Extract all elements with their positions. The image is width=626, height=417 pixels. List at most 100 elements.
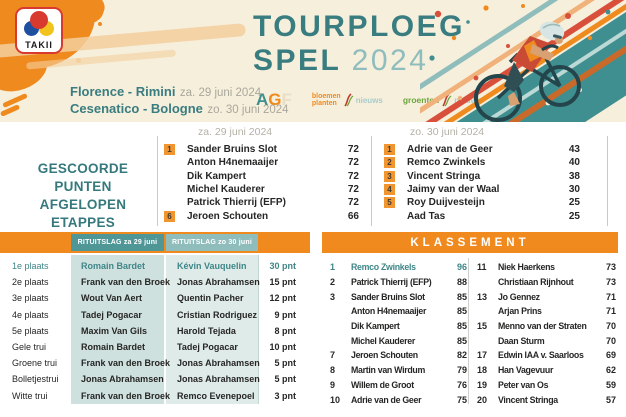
result-rider-stage1: Maxim Van Gils: [81, 325, 148, 336]
klassement-points: 62: [605, 365, 616, 376]
klassement-row: 8 Martin van Wirdum 79: [330, 363, 467, 378]
klassement-points: 96: [456, 262, 467, 273]
title-year: 2024: [351, 44, 429, 77]
klassement-points: 59: [605, 379, 616, 390]
rider-name: Aad Tas: [407, 210, 446, 222]
paint-dot: [76, 58, 81, 63]
rider-name: Adrie van de Geer: [407, 144, 493, 156]
rider-name: Remco Zwinkels: [407, 157, 486, 169]
klassement-row: Dik Kampert 85: [330, 319, 467, 334]
result-rider-stage1: Romain Bardet: [81, 261, 146, 272]
rider-name: Patrick Thierrij (EFP): [187, 197, 286, 209]
klassement-name: Edwin IAA v. Saarloos: [498, 350, 584, 361]
klassement-name: Michel Kauderer: [351, 335, 415, 346]
stage-line-2: Cesenatico - Bologne zo. 30 juni 2024: [70, 101, 289, 118]
klassement-points: 82: [456, 350, 467, 361]
klassement-name: Peter van Os: [498, 379, 549, 390]
title-word: SPEL: [253, 44, 341, 77]
results-row: Gele trui Romain Bardet Tadej Pogacar 10 pn…: [0, 339, 310, 355]
rider-points: 72: [347, 157, 359, 169]
klassement-rank: 15: [477, 321, 488, 332]
results-header-stage1: RITUITSLAG za 29 juni: [71, 234, 164, 251]
result-points: 12 pnt: [269, 293, 296, 304]
rider-points: 40: [568, 157, 580, 169]
results-row: 5e plaats Maxim Van Gils Harold Tejada 8 pn…: [0, 323, 310, 339]
vertical-divider: [371, 136, 372, 226]
klassement-rank: 13: [477, 291, 488, 302]
agf-letter: F: [281, 90, 292, 109]
takii-logo: TAKII: [15, 7, 63, 54]
planten-word: planten: [311, 100, 337, 107]
result-label: Groene trui: [12, 358, 58, 369]
rank-badge: [164, 157, 175, 168]
stage-list: Florence - Rimini za. 29 juni 2024 Cesen…: [70, 84, 289, 118]
points-divider: [258, 255, 259, 404]
rider-name: Michel Kauderer: [187, 184, 265, 196]
rider-points: 72: [347, 184, 359, 196]
klassement-rank: 7: [330, 350, 336, 361]
bloemen-planten-text: bloemen planten: [312, 93, 341, 107]
rank-badge: [164, 197, 175, 208]
klassement-points: 70: [605, 321, 616, 332]
rider-name: Jeroen Schouten: [187, 210, 269, 222]
klassement-name: Remco Zwinkels: [351, 262, 416, 273]
klassement-row: 3 Sander Bruins Slot 85: [330, 289, 467, 304]
stage-score-row: Anton H4nemaaijer 72: [164, 156, 359, 169]
stage-score-row: Dik Kampert 72: [164, 170, 359, 183]
klassement-row: 7 Jeroen Schouten 82: [330, 348, 467, 363]
rank-badge: 6: [164, 210, 175, 222]
klassement-name: Adrie van de Geer: [351, 394, 422, 405]
klassement-name: Jo Gennez: [498, 291, 540, 302]
klassement-points: 79: [456, 365, 467, 376]
stage1-date-label: za. 29 juni 2024: [198, 126, 273, 138]
result-label: 1e plaats: [12, 261, 49, 272]
section-title-line2: AFGELOPEN ETAPPES: [39, 197, 127, 230]
result-points: 9 pnt: [274, 309, 297, 320]
partner-agf-logo: AGF: [256, 90, 292, 110]
takii-wordmark: TAKII: [25, 40, 53, 50]
klassement-row: Anton H4nemaaijer 85: [330, 304, 467, 319]
results-header-stage2: RITUITSLAG zo 30 juni: [166, 234, 258, 251]
klassement-points: 85: [456, 291, 467, 302]
result-rider-stage1: Frank van den Broek: [81, 390, 171, 401]
klassement-name: Martin van Wirdum: [351, 365, 425, 376]
klassement-name: Sander Bruins Slot: [351, 291, 425, 302]
klassement-row: Arjan Prins 71: [477, 304, 616, 319]
result-rider-stage1: Tadej Pogacar: [81, 309, 142, 320]
klassement-rank: 10: [330, 394, 341, 405]
rider-name: Dik Kampert: [187, 170, 246, 182]
klassement-rank: 1: [330, 262, 336, 273]
klassement-name: Anton H4nemaaijer: [351, 306, 427, 317]
result-points: 10 pnt: [269, 342, 296, 353]
agf-letter: G: [268, 90, 282, 109]
result-points: 15 pnt: [269, 277, 296, 288]
result-rider-stage1: Romain Bardet: [81, 342, 146, 353]
stage-score-row: 1 Sander Bruins Slot 72: [164, 143, 359, 156]
result-rider-stage1: Frank van den Broek: [81, 277, 171, 288]
results-row: 2e plaats Frank van den Broek Jonas Abraha…: [0, 274, 310, 290]
rider-name: Jaimy van der Waal: [407, 184, 500, 196]
result-label: 3e plaats: [12, 293, 49, 304]
klassement-row: 19 Peter van Os 59: [477, 378, 616, 393]
result-rider-stage2: Kévin Vauquelin: [177, 261, 247, 272]
klassement-points: 70: [605, 335, 616, 346]
klassement-points: 85: [456, 306, 467, 317]
results-row: Bolletjestrui Jonas Abrahamsen Jonas Abrah…: [0, 371, 310, 387]
results-row: 3e plaats Wout Van Aert Quentin Pacher 12 p…: [0, 290, 310, 306]
stage-route: Cesenatico - Bologne: [70, 101, 203, 116]
klassement-row: 9 Willem de Groot 76: [330, 378, 467, 393]
result-rider-stage2: Harold Tejada: [177, 325, 236, 336]
section-title-line1: GESCOORDE PUNTEN: [37, 161, 129, 194]
results-row: Witte trui Frank van den Broek Remco Evene…: [0, 388, 310, 404]
rider-points: 72: [347, 170, 359, 182]
result-rider-stage2: Jonas Abrahamsen: [177, 374, 260, 385]
result-rider-stage2: Remco Evenepoel: [177, 390, 255, 401]
results-table: RITUITSLAG za 29 juni RITUITSLAG zo 30 j…: [0, 232, 310, 404]
agf-letter: A: [256, 90, 269, 109]
rank-badge: 2: [384, 157, 395, 169]
rank-badge: [384, 211, 395, 222]
klassement-points: 75: [456, 394, 467, 405]
klassement-row: 2 Patrick Thierrij (EFP) 88: [330, 275, 467, 290]
result-rider-stage2: Jonas Abrahamsen: [177, 277, 260, 288]
vertical-divider: [607, 136, 608, 226]
